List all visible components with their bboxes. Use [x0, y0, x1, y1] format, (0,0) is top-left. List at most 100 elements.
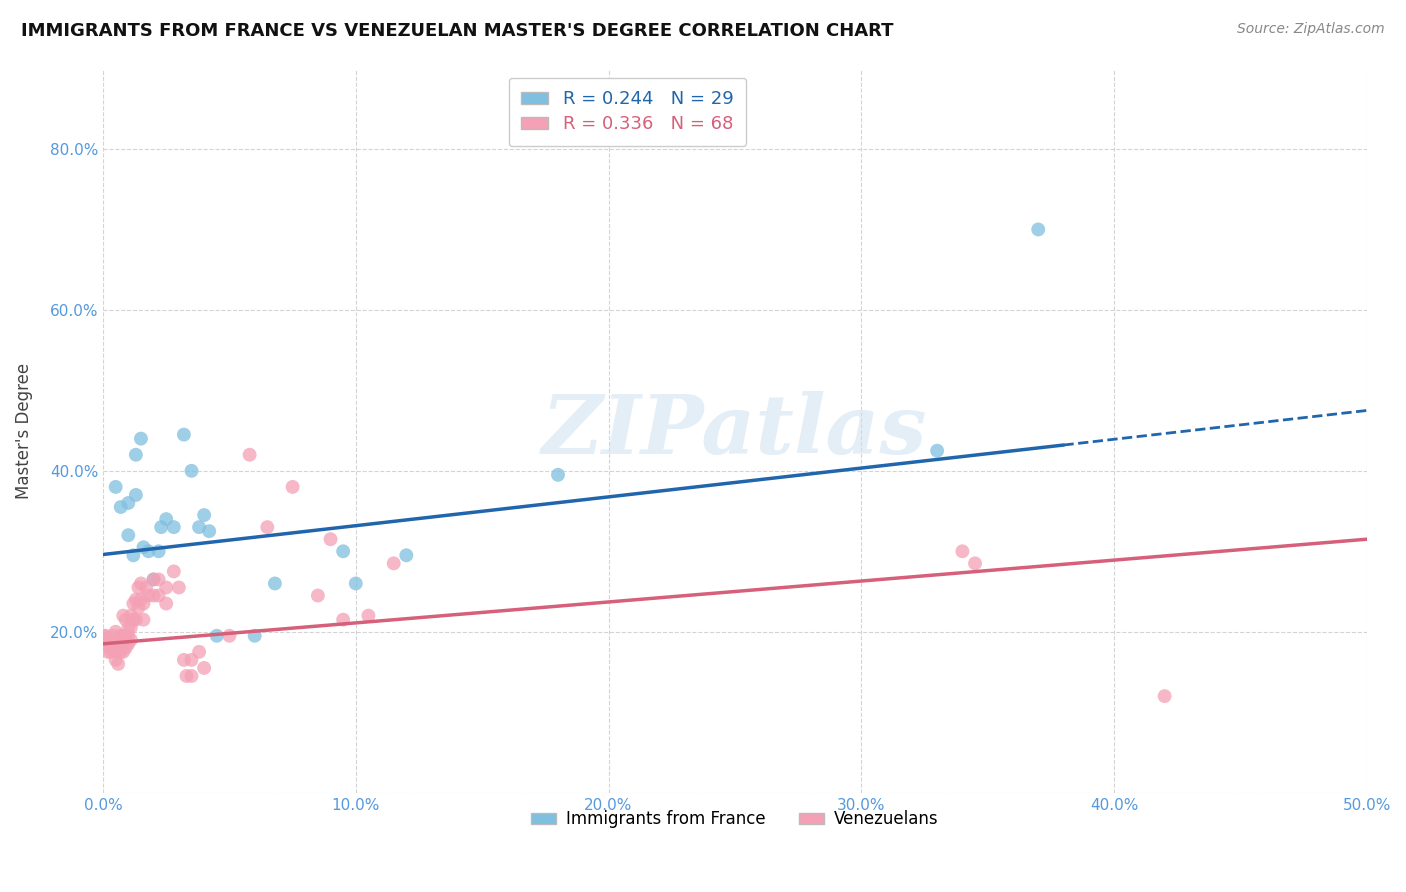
Point — [100, 645, 122, 659]
Point — [100, 640, 122, 655]
Point — [357, 608, 380, 623]
Point — [120, 608, 142, 623]
Point — [155, 581, 177, 595]
Point — [138, 589, 160, 603]
Point — [110, 500, 132, 514]
Point — [281, 480, 304, 494]
Point — [132, 541, 155, 555]
Point — [142, 589, 165, 603]
Point — [1026, 222, 1049, 236]
Point — [110, 629, 132, 643]
Point — [239, 448, 262, 462]
Point — [112, 608, 135, 623]
Point — [132, 613, 155, 627]
Y-axis label: Master's Degree: Master's Degree — [15, 362, 32, 499]
Point — [180, 669, 202, 683]
Point — [107, 632, 129, 647]
Point — [125, 488, 148, 502]
Point — [114, 640, 136, 655]
Point — [101, 637, 124, 651]
Point — [180, 653, 202, 667]
Point — [307, 589, 329, 603]
Point — [120, 621, 142, 635]
Point — [127, 600, 149, 615]
Point — [129, 576, 152, 591]
Point — [180, 464, 202, 478]
Point — [135, 581, 157, 595]
Point — [112, 629, 135, 643]
Point — [110, 637, 132, 651]
Point — [176, 669, 198, 683]
Point — [104, 480, 127, 494]
Point — [963, 557, 986, 571]
Point — [547, 467, 569, 482]
Point — [198, 524, 221, 538]
Point — [91, 629, 114, 643]
Point — [110, 645, 132, 659]
Point — [107, 640, 129, 655]
Text: Source: ZipAtlas.com: Source: ZipAtlas.com — [1237, 22, 1385, 37]
Point — [107, 657, 129, 671]
Point — [129, 592, 152, 607]
Point — [319, 532, 342, 546]
Point — [950, 544, 973, 558]
Point — [125, 448, 148, 462]
Point — [218, 629, 240, 643]
Point — [395, 549, 418, 563]
Point — [104, 645, 127, 659]
Point — [120, 632, 142, 647]
Point — [188, 520, 211, 534]
Point — [112, 645, 135, 659]
Point — [193, 508, 215, 522]
Point — [148, 573, 170, 587]
Point — [114, 629, 136, 643]
Point — [193, 661, 215, 675]
Point — [173, 653, 195, 667]
Point — [127, 581, 149, 595]
Point — [132, 597, 155, 611]
Point — [114, 613, 136, 627]
Text: IMMIGRANTS FROM FRANCE VS VENEZUELAN MASTER'S DEGREE CORRELATION CHART: IMMIGRANTS FROM FRANCE VS VENEZUELAN MAS… — [21, 22, 894, 40]
Point — [173, 427, 195, 442]
Point — [117, 496, 139, 510]
Point — [163, 520, 186, 534]
Point — [117, 629, 139, 643]
Text: ZIPatlas: ZIPatlas — [543, 391, 928, 471]
Point — [256, 520, 278, 534]
Point — [104, 624, 127, 639]
Point — [122, 613, 145, 627]
Point — [122, 597, 145, 611]
Point — [205, 629, 228, 643]
Legend: Immigrants from France, Venezuelans: Immigrants from France, Venezuelans — [524, 804, 945, 835]
Point — [94, 637, 117, 651]
Point — [155, 512, 177, 526]
Point — [243, 629, 266, 643]
Point — [117, 621, 139, 635]
Point — [129, 432, 152, 446]
Point — [927, 443, 949, 458]
Point — [155, 597, 177, 611]
Point — [332, 613, 354, 627]
Point — [344, 576, 367, 591]
Point — [148, 544, 170, 558]
Point — [104, 653, 127, 667]
Point — [188, 645, 211, 659]
Point — [125, 613, 148, 627]
Point — [101, 629, 124, 643]
Point — [117, 528, 139, 542]
Point — [97, 645, 120, 659]
Point — [163, 565, 186, 579]
Point — [142, 573, 165, 587]
Point — [150, 520, 173, 534]
Point — [125, 592, 148, 607]
Point — [97, 632, 120, 647]
Point — [142, 573, 165, 587]
Point — [382, 557, 405, 571]
Point — [167, 581, 190, 595]
Point — [1153, 689, 1175, 703]
Point — [94, 629, 117, 643]
Point — [264, 576, 287, 591]
Point — [122, 549, 145, 563]
Point — [117, 637, 139, 651]
Point — [332, 544, 354, 558]
